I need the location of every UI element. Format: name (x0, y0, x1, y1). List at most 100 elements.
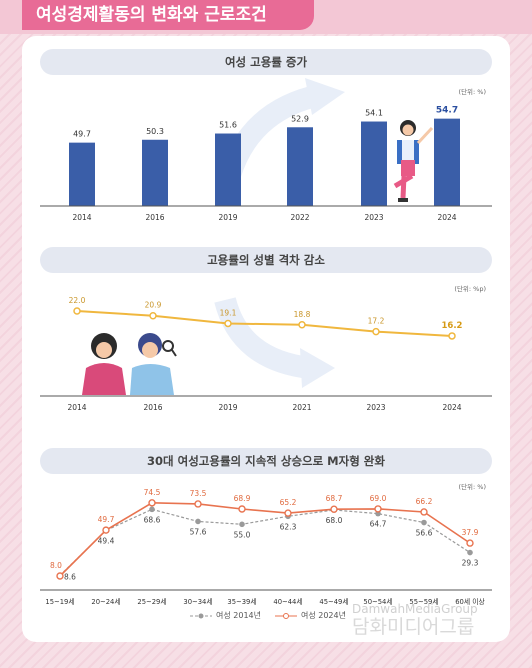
bar-value-2019: 51.6 (219, 121, 237, 130)
bar-2024 (434, 118, 460, 206)
series1-value-7: 69.0 (370, 494, 387, 503)
age-category-0: 15~19세 (45, 597, 74, 606)
series1-point-4 (238, 505, 246, 513)
age-category-8: 55~59세 (409, 597, 438, 606)
bar-2016 (142, 139, 168, 206)
bar-category-2019: 2019 (218, 213, 237, 222)
watermark-line2: 담화미디어그룹 (352, 616, 475, 638)
series0-value-6: 68.0 (326, 516, 343, 525)
age-category-2: 25~29세 (137, 597, 166, 606)
watermark-line1: DamwahMediaGroup (352, 602, 478, 616)
bar-2014 (69, 142, 95, 206)
bar-value-2016: 50.3 (146, 127, 164, 136)
series1-point-9 (466, 539, 474, 547)
legend-item-2014: 여성 2014년 (190, 610, 261, 621)
age-category-9: 60세 이상 (455, 597, 485, 606)
series0-value-8: 56.6 (416, 529, 433, 538)
chart2-title: 고용률의 성별 격차 감소 (40, 247, 492, 273)
chart1-title: 여성 고용률 증가 (40, 49, 492, 75)
series1-value-6: 68.7 (326, 494, 343, 503)
bar-value-2023: 54.1 (365, 109, 383, 118)
legend-swatch-2024 (274, 612, 297, 619)
series1-value-9: 37.9 (462, 528, 479, 537)
series1-value-8: 66.2 (416, 497, 433, 506)
age-category-7: 50~54세 (363, 597, 392, 606)
legend-swatch-2014 (190, 613, 212, 618)
age-category-5: 40~44세 (273, 597, 302, 606)
legend-label-2024: 여성 2024년 (300, 611, 346, 620)
chart3-unit: (단위: %) (458, 483, 486, 491)
age-category-1: 20~24세 (91, 597, 120, 606)
series1-point-0 (56, 572, 64, 580)
bar-2019 (215, 133, 241, 206)
chart2-decoration (214, 296, 335, 388)
gap-point-2021 (298, 321, 306, 329)
series0-point-2 (149, 506, 155, 513)
series0-value-7: 64.7 (370, 520, 387, 529)
bar-category-2024: 2024 (437, 213, 456, 222)
series1-value-2: 74.5 (144, 488, 161, 497)
business-people-illustration (82, 333, 177, 395)
series1-value-3: 73.5 (190, 489, 207, 498)
bar-2022 (287, 127, 313, 206)
series0-value-2: 68.6 (144, 515, 161, 524)
bar-2023 (361, 121, 387, 206)
page-title: 여성경제활동의 변화와 근로조건 (22, 0, 314, 30)
gap-point-2019 (224, 319, 232, 328)
series0-value-4: 55.0 (234, 530, 251, 539)
series0-value-5: 62.3 (280, 522, 297, 531)
gap-category-2016: 2016 (143, 403, 162, 412)
bar-value-2024: 54.7 (436, 106, 458, 116)
series1-point-7 (374, 505, 382, 513)
gap-value-2021: 18.8 (294, 310, 311, 319)
bar-category-2014: 2014 (72, 213, 91, 222)
woman-pointing-illustration (393, 120, 434, 202)
series1-point-8 (420, 508, 428, 516)
gap-category-2023: 2023 (366, 403, 385, 412)
series1-point-6 (330, 505, 338, 513)
gap-category-2021: 2021 (292, 403, 311, 412)
chart1-unit: (단위: %) (458, 88, 486, 96)
series0-point-4 (239, 521, 245, 528)
gap-line (76, 310, 453, 337)
series1-value-1: 49.7 (98, 515, 115, 524)
series1-point-1 (102, 526, 110, 534)
gap-category-2014: 2014 (67, 403, 86, 412)
gap-point-2014 (73, 307, 81, 315)
bar-value-2014: 49.7 (73, 130, 91, 139)
watermark: DamwahMediaGroup 담화미디어그룹 (352, 602, 478, 638)
chart2-unit: (단위: %p) (454, 285, 486, 293)
gap-value-2019: 19.1 (220, 308, 237, 317)
gap-value-2014: 22.0 (69, 296, 86, 305)
series1-value-0: 8.0 (50, 561, 62, 570)
gap-category-2019: 2019 (218, 403, 237, 412)
bar-value-2022: 52.9 (291, 114, 309, 123)
gap-value-2024: 16.2 (442, 321, 463, 331)
series1-point-2 (148, 499, 156, 507)
legend-label-2014: 여성 2014년 (216, 611, 261, 620)
series1-value-5: 65.2 (280, 498, 297, 507)
bar-category-2016: 2016 (145, 213, 164, 222)
gap-point-2023 (372, 327, 380, 336)
series0-point-8 (421, 519, 427, 526)
series1-point-3 (194, 500, 202, 508)
gap-value-2023: 17.2 (368, 317, 385, 326)
chart3-legend: 여성 2014년 여성 2024년 (190, 610, 346, 621)
legend-item-2024: 여성 2024년 (274, 610, 346, 621)
bar-category-2022: 2022 (290, 213, 309, 222)
series0-value-9: 29.3 (462, 559, 479, 568)
series0-value-0: 8.6 (64, 572, 76, 581)
bar-category-2023: 2023 (364, 213, 383, 222)
series1-value-4: 68.9 (234, 494, 251, 503)
gap-value-2016: 20.9 (145, 301, 162, 310)
series-line-0 (59, 508, 471, 576)
series1-point-5 (284, 509, 292, 517)
series0-point-9 (467, 549, 473, 556)
series0-value-1: 49.4 (98, 536, 115, 545)
series-line-1 (59, 502, 471, 577)
gap-point-2016 (149, 311, 157, 320)
series0-value-3: 57.6 (190, 527, 207, 536)
